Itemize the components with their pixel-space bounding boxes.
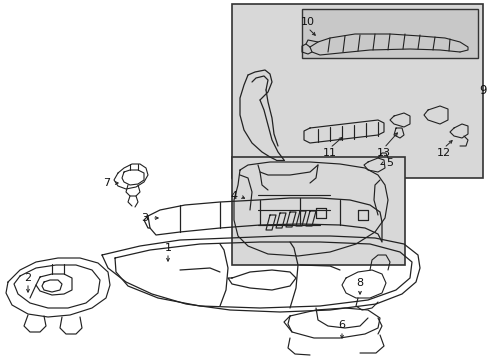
Text: 3: 3 [141,213,148,223]
Bar [302,9,477,58]
Text: 13: 13 [376,148,390,158]
Text: 1: 1 [164,243,171,253]
Text: 8: 8 [356,278,363,288]
Text: 12: 12 [436,148,450,158]
Text: 7: 7 [103,178,110,188]
Text: 4: 4 [230,191,237,201]
Text: 11: 11 [323,148,336,158]
Bar [231,4,482,178]
Text: 5: 5 [386,158,393,168]
Text: 6: 6 [338,320,345,330]
Bar [231,157,404,265]
Text: 10: 10 [301,17,314,27]
Text: 9: 9 [479,84,486,96]
Text: 2: 2 [24,273,32,283]
